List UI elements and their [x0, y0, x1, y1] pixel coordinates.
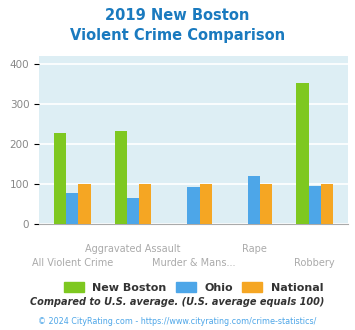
Legend: New Boston, Ohio, National: New Boston, Ohio, National	[64, 282, 323, 293]
Bar	[139, 183, 151, 224]
Bar	[78, 183, 91, 224]
Text: Robbery: Robbery	[294, 258, 335, 268]
Text: Rape: Rape	[242, 244, 267, 254]
Bar	[200, 183, 212, 224]
Bar	[248, 176, 260, 224]
Bar	[321, 183, 333, 224]
Bar	[127, 198, 139, 224]
Text: Aggravated Assault: Aggravated Assault	[85, 244, 181, 254]
Text: 2019 New Boston: 2019 New Boston	[105, 8, 250, 23]
Text: Compared to U.S. average. (U.S. average equals 100): Compared to U.S. average. (U.S. average …	[30, 297, 325, 307]
Text: © 2024 CityRating.com - https://www.cityrating.com/crime-statistics/: © 2024 CityRating.com - https://www.city…	[38, 317, 317, 326]
Bar	[187, 187, 200, 224]
Bar	[115, 131, 127, 224]
Text: All Violent Crime: All Violent Crime	[32, 258, 113, 268]
Bar	[66, 193, 78, 224]
Text: Murder & Mans...: Murder & Mans...	[152, 258, 235, 268]
Bar	[260, 183, 272, 224]
Bar	[54, 133, 66, 224]
Bar	[308, 186, 321, 224]
Text: Violent Crime Comparison: Violent Crime Comparison	[70, 28, 285, 43]
Bar	[296, 83, 308, 224]
